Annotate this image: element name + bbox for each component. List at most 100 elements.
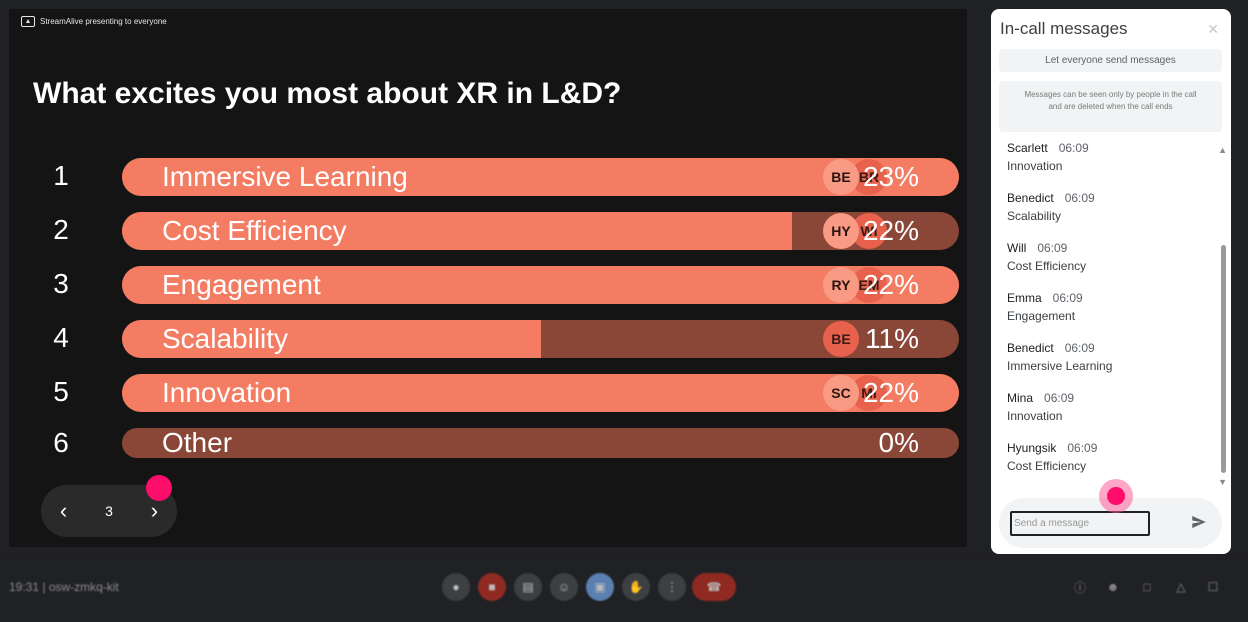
option-rank: 4 bbox=[53, 322, 69, 353]
camera-off-icon[interactable]: ■ bbox=[478, 573, 506, 601]
scroll-down-arrow-icon[interactable]: ▼ bbox=[1218, 477, 1227, 487]
activities-icon[interactable]: △ bbox=[1176, 580, 1186, 594]
option-bar: Engagement EM RY 22% bbox=[122, 266, 959, 304]
present-icon[interactable]: ▣ bbox=[586, 573, 614, 601]
option-bar: Cost Efficiency WI HY 22% bbox=[122, 212, 959, 250]
message-text: Immersive Learning bbox=[1007, 359, 1113, 373]
voter-avatar: SC bbox=[823, 375, 859, 411]
people-icon[interactable]: ☻ bbox=[1106, 580, 1120, 594]
option-label: Scalability bbox=[162, 323, 289, 354]
option-percent: 0% bbox=[878, 428, 919, 458]
option-rank: 2 bbox=[53, 214, 69, 245]
message-input[interactable] bbox=[1010, 511, 1150, 536]
option-bar: Immersive Learning BR BE 23% bbox=[122, 158, 959, 196]
message-time: 06:09 bbox=[1067, 441, 1098, 455]
cursor-indicator bbox=[146, 475, 172, 501]
poll-option-row: 1 Immersive Learning BR BE 23% bbox=[9, 158, 967, 196]
poll-option-row: 5 Innovation MI SC 22% bbox=[9, 374, 967, 412]
option-percent: 11% bbox=[865, 323, 919, 354]
message-sender: Benedict bbox=[1007, 341, 1054, 355]
option-rank: 1 bbox=[53, 160, 69, 191]
meeting-toolbar: 19:31 | osw-zmkq-kit ● ■ ▤ ☺ ▣ ✋ ⋮ ☎ ⓘ ☻… bbox=[0, 556, 1248, 622]
option-label: Engagement bbox=[162, 269, 321, 300]
option-percent: 22% bbox=[862, 377, 919, 408]
voter-avatar: BE bbox=[823, 159, 859, 195]
option-label: Immersive Learning bbox=[162, 161, 408, 192]
message-time: 06:09 bbox=[1064, 341, 1095, 355]
panel-title: In-call messages bbox=[1000, 19, 1128, 38]
close-icon[interactable]: ✕ bbox=[1207, 21, 1219, 37]
message-sender: Scarlett bbox=[1007, 141, 1048, 155]
page-number: 3 bbox=[105, 503, 113, 519]
option-bar-fill bbox=[122, 320, 541, 358]
messages-info-notice: Messages can be seen only by people in t… bbox=[999, 81, 1222, 132]
info-icon[interactable]: ⓘ bbox=[1073, 580, 1086, 595]
chat-message: Mina 06:09 Innovation bbox=[1007, 389, 1207, 423]
mic-icon[interactable]: ● bbox=[442, 573, 470, 601]
chat-message: Hyungsik 06:09 Cost Efficiency bbox=[1007, 439, 1207, 473]
chat-message: Emma 06:09 Engagement bbox=[1007, 289, 1207, 323]
message-text: Innovation bbox=[1007, 159, 1063, 173]
chevron-left-icon[interactable]: ‹ bbox=[59, 498, 68, 523]
option-rank: 3 bbox=[53, 268, 69, 299]
presenting-indicator: StreamAlive presenting to everyone bbox=[21, 16, 167, 27]
option-bar: Other 0% bbox=[122, 428, 959, 458]
option-bar: Innovation MI SC 22% bbox=[122, 374, 959, 412]
meeting-info: 19:31 | osw-zmkq-kit bbox=[9, 580, 119, 594]
option-rank: 5 bbox=[53, 376, 69, 407]
message-text: Innovation bbox=[1007, 409, 1063, 423]
voter-avatar: HY bbox=[823, 213, 859, 249]
end-call-icon[interactable]: ☎ bbox=[692, 573, 736, 601]
emoji-icon[interactable]: ☺ bbox=[550, 573, 578, 601]
option-bar-fill bbox=[122, 212, 792, 250]
in-call-messages-panel: In-call messages ✕ Let everyone send mes… bbox=[991, 9, 1231, 554]
let-everyone-send-toggle[interactable]: Let everyone send messages bbox=[999, 49, 1222, 72]
message-time: 06:09 bbox=[1037, 241, 1068, 255]
poll-option-row: 2 Cost Efficiency WI HY 22% bbox=[9, 212, 967, 250]
option-label: Other bbox=[162, 428, 233, 458]
message-sender: Will bbox=[1007, 241, 1027, 255]
raise-hand-icon[interactable]: ✋ bbox=[622, 573, 650, 601]
host-controls-icon[interactable]: ☐ bbox=[1207, 580, 1219, 594]
message-text: Engagement bbox=[1007, 309, 1076, 323]
option-percent: 22% bbox=[862, 215, 919, 246]
option-label: Innovation bbox=[162, 377, 292, 408]
option-percent: 22% bbox=[862, 269, 919, 300]
voter-avatar: BE bbox=[823, 321, 859, 357]
poll-option-row: 3 Engagement EM RY 22% bbox=[9, 266, 967, 304]
message-sender: Benedict bbox=[1007, 191, 1054, 205]
message-text: Scalability bbox=[1007, 209, 1062, 223]
scrollbar-thumb[interactable] bbox=[1221, 245, 1226, 473]
chat-message: Will 06:09 Cost Efficiency bbox=[1007, 239, 1207, 273]
message-time: 06:09 bbox=[1064, 191, 1095, 205]
message-time: 06:09 bbox=[1052, 291, 1083, 305]
message-time: 06:09 bbox=[1044, 391, 1075, 405]
option-bar-fill bbox=[122, 266, 959, 304]
option-bar-fill bbox=[122, 374, 959, 412]
chat-message: Scarlett 06:09 Innovation bbox=[1007, 139, 1207, 173]
cursor-indicator-core bbox=[1107, 487, 1125, 505]
chevron-right-icon[interactable]: › bbox=[150, 498, 159, 523]
message-time: 06:09 bbox=[1058, 141, 1089, 155]
message-text: Cost Efficiency bbox=[1007, 459, 1087, 473]
message-sender: Mina bbox=[1007, 391, 1034, 405]
present-screen-icon bbox=[21, 16, 35, 27]
poll-option-row: 4 Scalability BE 11% bbox=[9, 320, 967, 358]
chat-message: Benedict 06:09 Immersive Learning bbox=[1007, 339, 1207, 373]
option-rank: 6 bbox=[53, 427, 69, 458]
scroll-up-arrow-icon[interactable]: ▲ bbox=[1218, 145, 1227, 155]
presenting-label: StreamAlive presenting to everyone bbox=[40, 17, 167, 26]
option-percent: 23% bbox=[862, 161, 919, 192]
chat-message: Benedict 06:09 Scalability bbox=[1007, 189, 1207, 223]
option-label: Cost Efficiency bbox=[162, 215, 347, 246]
option-bar: Scalability BE 11% bbox=[122, 320, 959, 358]
chat-icon[interactable]: □ bbox=[1143, 580, 1151, 594]
option-bar-fill bbox=[122, 158, 959, 196]
message-list: Scarlett 06:09 Innovation Benedict 06:09 S… bbox=[1007, 139, 1207, 489]
message-text: Cost Efficiency bbox=[1007, 259, 1087, 273]
message-sender: Emma bbox=[1007, 291, 1042, 305]
send-icon[interactable] bbox=[1190, 513, 1208, 531]
captions-icon[interactable]: ▤ bbox=[514, 573, 542, 601]
more-options-icon[interactable]: ⋮ bbox=[658, 573, 686, 601]
